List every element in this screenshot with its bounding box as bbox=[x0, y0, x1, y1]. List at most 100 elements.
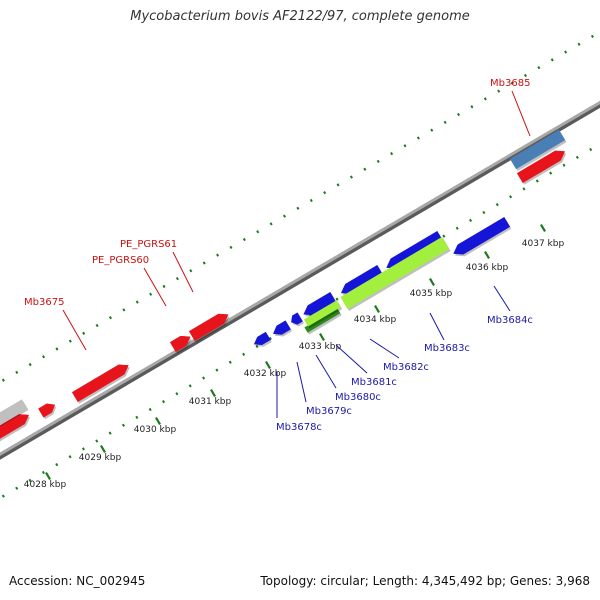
tick-mark-outer bbox=[590, 34, 594, 39]
major-tick bbox=[210, 388, 216, 398]
tick-mark-inner bbox=[148, 407, 152, 412]
tick-mark-inner bbox=[108, 431, 112, 435]
tick-mark-inner bbox=[268, 336, 272, 341]
tick-mark-inner bbox=[255, 344, 259, 349]
tick-mark-inner bbox=[28, 478, 32, 482]
tick-mark-outer bbox=[282, 214, 287, 218]
tick-mark-outer bbox=[162, 284, 166, 289]
major-tick bbox=[155, 416, 161, 426]
reverse-gene-label: Mb3684c bbox=[487, 315, 533, 326]
tick-mark-outer bbox=[202, 261, 206, 265]
forward-gene-label: Mb3675 bbox=[24, 297, 64, 308]
tick-mark-outer bbox=[497, 89, 501, 93]
tick-mark-inner bbox=[469, 218, 473, 223]
forward-gene-label: Mb3685 bbox=[490, 78, 530, 89]
major-tick bbox=[319, 332, 325, 342]
tick-mark-outer bbox=[416, 136, 420, 140]
label-leader-line bbox=[335, 344, 368, 374]
tick-mark-inner bbox=[175, 392, 179, 396]
map-title: Mycobacterium bovis AF2122/97, complete … bbox=[130, 9, 470, 24]
label-leader-line bbox=[315, 354, 337, 389]
ruler-label: 4037 kbp bbox=[522, 239, 565, 249]
label-leader-line bbox=[429, 312, 445, 341]
tick-mark-outer bbox=[376, 159, 380, 164]
tick-mark-inner bbox=[68, 455, 72, 459]
gene-forward-pe-pgrs61 bbox=[188, 313, 229, 342]
tick-mark-outer bbox=[510, 81, 514, 85]
forward-gene-label: PE_PGRS60 bbox=[92, 255, 149, 266]
label-leader-line bbox=[62, 309, 87, 351]
tick-mark-outer bbox=[55, 347, 59, 351]
label-leader-line bbox=[143, 267, 167, 307]
tick-mark-inner bbox=[549, 171, 553, 175]
tick-mark-outer bbox=[483, 97, 487, 101]
tick-mark-outer bbox=[457, 112, 461, 117]
tick-mark-outer bbox=[349, 175, 353, 179]
tick-mark-inner bbox=[575, 155, 579, 159]
tick-mark-outer bbox=[269, 222, 273, 226]
tick-mark-outer bbox=[577, 42, 581, 46]
tick-mark-outer bbox=[28, 362, 32, 367]
tick-mark-inner bbox=[135, 415, 139, 419]
tick-mark-inner bbox=[15, 486, 19, 490]
label-leader-line bbox=[511, 90, 531, 137]
tick-mark-outer bbox=[242, 237, 246, 242]
tick-mark-outer bbox=[523, 73, 528, 78]
gene-forward bbox=[38, 403, 56, 418]
tick-mark-inner bbox=[522, 187, 526, 191]
gene-highlight bbox=[340, 236, 450, 310]
major-tick bbox=[265, 360, 271, 370]
tick-mark-outer bbox=[336, 183, 340, 187]
tick-mark-inner bbox=[215, 368, 219, 372]
gene-forward-mb3685 bbox=[516, 150, 566, 184]
accession-label: Accession: NC_002945 bbox=[9, 574, 146, 588]
gene-forward bbox=[0, 414, 30, 439]
tick-mark-inner bbox=[1, 494, 5, 498]
tick-mark-outer bbox=[390, 151, 394, 156]
ruler-label: 4033 kbp bbox=[299, 342, 342, 352]
tick-mark-inner bbox=[562, 163, 566, 167]
tick-mark-outer bbox=[564, 50, 568, 54]
major-tick bbox=[429, 277, 435, 287]
ruler-label: 4034 kbp bbox=[354, 315, 397, 325]
label-leader-line bbox=[493, 285, 511, 312]
rna-feature-mb3685 bbox=[509, 129, 566, 170]
tick-mark-inner bbox=[495, 203, 499, 207]
tick-mark-outer bbox=[189, 269, 193, 273]
tick-mark-outer bbox=[149, 292, 153, 296]
tick-mark-outer bbox=[68, 339, 72, 343]
backbone-shadow bbox=[0, 100, 600, 460]
tick-mark-outer bbox=[550, 58, 554, 62]
tick-mark-inner bbox=[442, 234, 446, 238]
tick-mark-outer bbox=[309, 198, 313, 203]
topology-summary: Topology: circular; Length: 4,345,492 bp… bbox=[260, 574, 590, 588]
tick-mark-outer bbox=[175, 276, 179, 281]
tick-mark-inner bbox=[188, 384, 192, 388]
label-leader-line bbox=[172, 251, 194, 293]
gene-reverse-mb3678c bbox=[253, 331, 271, 346]
reverse-gene-label: Mb3680c bbox=[335, 392, 381, 403]
gene-reverse-mb3679c bbox=[273, 320, 291, 335]
tick-mark-outer bbox=[443, 120, 447, 124]
tick-mark-outer bbox=[82, 331, 86, 335]
tick-mark-outer bbox=[122, 308, 126, 312]
tick-mark-outer bbox=[470, 105, 474, 109]
tick-mark-inner bbox=[55, 462, 59, 467]
gene-highlight-dark bbox=[304, 308, 341, 333]
tick-mark-outer bbox=[108, 316, 113, 320]
ruler-label: 4031 kbp bbox=[189, 397, 232, 407]
tick-mark-outer bbox=[296, 206, 300, 210]
tick-mark-outer bbox=[537, 66, 541, 70]
tick-mark-inner bbox=[335, 297, 339, 301]
tick-mark-outer bbox=[430, 128, 434, 132]
reverse-gene-label: Mb3682c bbox=[383, 362, 429, 373]
tick-mark-inner bbox=[535, 179, 539, 183]
tick-mark-inner bbox=[121, 423, 126, 427]
ruler-label: 4035 kbp bbox=[410, 289, 453, 299]
tick-mark-inner bbox=[228, 360, 232, 364]
tick-mark-inner bbox=[509, 195, 513, 199]
tick-mark-inner bbox=[202, 376, 206, 380]
gene-forward-pe-pgrs60 bbox=[169, 335, 191, 353]
